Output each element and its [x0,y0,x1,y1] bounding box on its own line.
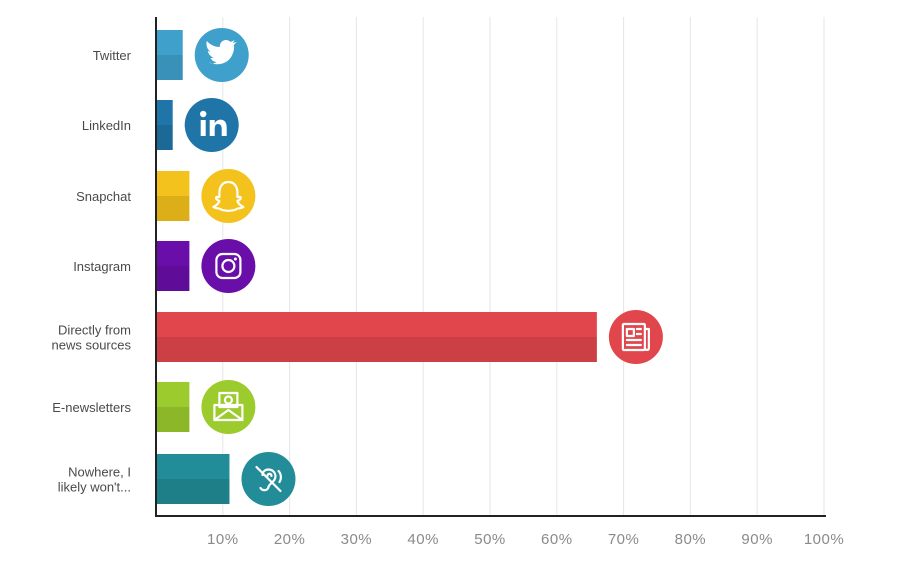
bar [156,30,183,55]
category-label: LinkedIn [82,118,131,133]
bar [156,100,173,125]
category-label: Instagram [73,259,131,274]
x-tick-label: 90% [741,531,773,548]
newspaper-icon [608,310,663,364]
category-label: E-newsletters [52,400,131,415]
category-label: Directly from [58,323,131,338]
x-tick-label: 60% [541,531,573,548]
bar-lower-shade [156,479,230,504]
bar-icons [184,28,663,506]
x-tick-label: 70% [608,531,640,548]
category-label: likely won't... [58,480,131,495]
bar-lower-shade [156,55,183,80]
bar [156,171,190,196]
x-tick-label: 80% [675,531,707,548]
bar-lower-shade [156,125,173,150]
x-tick-label: 30% [341,531,373,548]
x-tick-labels: 10% 20% 30% 40% 50% 60% 70% 80% 90% 100% [207,531,844,548]
x-tick-label: 40% [407,531,439,548]
no-listening-icon [241,452,296,506]
x-tick-label: 50% [474,531,506,548]
bar-lower-shade [156,196,190,221]
x-tick-label: 10% [207,531,239,548]
linkedin-icon [184,98,239,152]
bars [156,30,597,504]
bar [156,382,190,407]
envelope-icon [201,380,256,434]
bar [156,241,190,266]
category-labels: Twitter LinkedIn Snapchat Instagram Directly… [52,48,132,495]
twitter-icon [194,28,249,82]
x-tick-label: 100% [804,531,844,548]
bar-lower-shade [156,337,597,362]
instagram-icon [201,239,256,293]
gridlines [222,17,825,516]
bar-lower-shade [156,407,190,432]
category-label: Snapchat [76,189,131,204]
x-tick-label: 20% [274,531,306,548]
category-label: Nowhere, I [68,465,131,480]
bar [156,454,230,479]
category-label: Twitter [93,48,132,63]
bar [156,312,597,337]
snapchat-icon [201,169,256,223]
bar-lower-shade [156,266,190,291]
category-label: news sources [52,338,132,353]
